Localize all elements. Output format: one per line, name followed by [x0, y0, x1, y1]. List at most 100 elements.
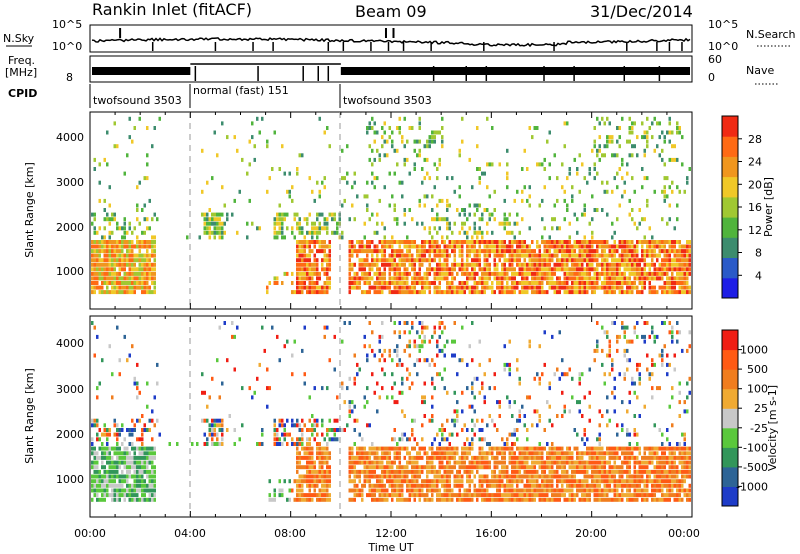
velocity-echo-cell	[273, 437, 276, 442]
power-echo-cell	[658, 153, 661, 158]
power-echo-cell	[296, 267, 299, 272]
power-echo-cell	[446, 244, 449, 249]
power-echo-cell	[418, 126, 421, 130]
power-echo-cell	[536, 290, 539, 295]
power-echo-cell	[638, 208, 641, 212]
velocity-echo-cell	[503, 465, 506, 470]
velocity-echo-cell	[551, 423, 554, 428]
power-echo-cell	[321, 290, 324, 295]
velocity-echo-cell	[438, 442, 441, 446]
power-echo-cell	[283, 271, 286, 276]
power-echo-cell	[658, 271, 661, 276]
velocity-echo-cell	[308, 455, 311, 460]
velocity-echo-cell	[533, 451, 536, 456]
velocity-echo-cell	[321, 460, 324, 465]
power-echo-cell	[136, 253, 139, 258]
velocity-echo-cell	[406, 367, 409, 372]
velocity-echo-cell	[611, 455, 614, 460]
velocity-echo-cell	[583, 432, 586, 437]
velocity-echo-cell	[468, 446, 471, 451]
velocity-echo-cell	[411, 381, 414, 386]
velocity-echo-cell	[478, 455, 481, 460]
velocity-echo-cell	[601, 474, 604, 479]
velocity-echo-cell	[303, 474, 306, 479]
velocity-echo-cell	[438, 428, 441, 432]
power-echo-cell	[433, 267, 436, 272]
velocity-echo-cell	[143, 465, 146, 470]
power-echo-cell	[531, 135, 534, 140]
velocity-echo-cell	[373, 497, 376, 502]
velocity-echo-cell	[556, 474, 559, 479]
velocity-echo-cell	[568, 460, 571, 465]
velocity-echo-cell	[153, 465, 156, 470]
velocity-echo-cell	[481, 483, 484, 488]
velocity-echo-cell	[146, 497, 149, 502]
power-echo-cell	[391, 130, 394, 135]
velocity-echo-cell	[268, 479, 271, 484]
velocity-echo-cell	[576, 483, 579, 488]
power-echo-cell	[361, 258, 364, 263]
velocity-echo-cell	[423, 497, 426, 502]
velocity-echo-cell	[401, 437, 404, 442]
power-echo-cell	[276, 221, 279, 226]
power-echo-cell	[448, 221, 451, 226]
power-echo-cell	[326, 267, 329, 272]
power-echo-cell	[361, 267, 364, 272]
power-echo-cell	[478, 226, 481, 231]
power-echo-cell	[428, 267, 431, 272]
power-echo-cell	[348, 276, 351, 281]
power-echo-cell	[313, 258, 316, 263]
velocity-echo-cell	[456, 479, 459, 484]
velocity-echo-cell	[506, 395, 509, 400]
power-echo-cell	[681, 244, 684, 249]
power-echo-cell	[121, 262, 124, 267]
velocity-echo-cell	[471, 493, 474, 498]
velocity-echo-cell	[288, 479, 291, 484]
velocity-echo-cell	[546, 465, 549, 470]
velocity-echo-cell	[471, 497, 474, 502]
velocity-echo-cell	[553, 497, 556, 502]
velocity-echo-cell	[486, 460, 489, 465]
power-echo-cell	[423, 244, 426, 249]
velocity-echo-cell	[418, 344, 421, 349]
power-echo-cell	[303, 253, 306, 258]
velocity-echo-cell	[586, 493, 589, 498]
power-echo-cell	[433, 253, 436, 258]
power-echo-cell	[541, 290, 544, 295]
velocity-echo-cell	[93, 465, 96, 470]
power-echo-cell	[508, 285, 511, 290]
power-echo-cell	[306, 262, 309, 267]
power-echo-cell	[616, 258, 619, 263]
power-echo-cell	[553, 285, 556, 290]
power-echo-cell	[438, 262, 441, 267]
power-echo-cell	[586, 180, 589, 185]
power-echo-cell	[298, 271, 301, 276]
power-echo-cell	[671, 244, 674, 249]
power-echo-cell	[328, 244, 331, 249]
power-echo-cell	[148, 290, 151, 295]
velocity-echo-cell	[456, 432, 459, 437]
power-echo-cell	[663, 240, 666, 244]
power-echo-cell	[466, 271, 469, 276]
velocity-echo-cell	[141, 465, 144, 470]
power-echo-cell	[376, 285, 379, 290]
velocity-echo-cell	[433, 455, 436, 460]
velocity-echo-cell	[323, 474, 326, 479]
power-echo-cell	[381, 126, 384, 130]
power-echo-cell	[643, 271, 646, 276]
power-echo-cell	[573, 290, 576, 295]
power-echo-cell	[486, 267, 489, 272]
power-echo-cell	[583, 203, 586, 208]
velocity-echo-cell	[128, 353, 131, 358]
power-echo-cell	[686, 244, 689, 249]
velocity-echo-cell	[276, 442, 279, 446]
power-echo-cell	[643, 262, 646, 267]
power-echo-cell	[481, 285, 484, 290]
velocity-echo-cell	[441, 321, 444, 325]
power-echo-cell	[608, 121, 611, 126]
power-echo-cell	[323, 240, 326, 244]
power-echo-cell	[438, 217, 441, 222]
power-echo-cell	[91, 249, 94, 254]
power-echo-cell	[593, 139, 596, 144]
velocity-echo-cell	[113, 418, 116, 423]
